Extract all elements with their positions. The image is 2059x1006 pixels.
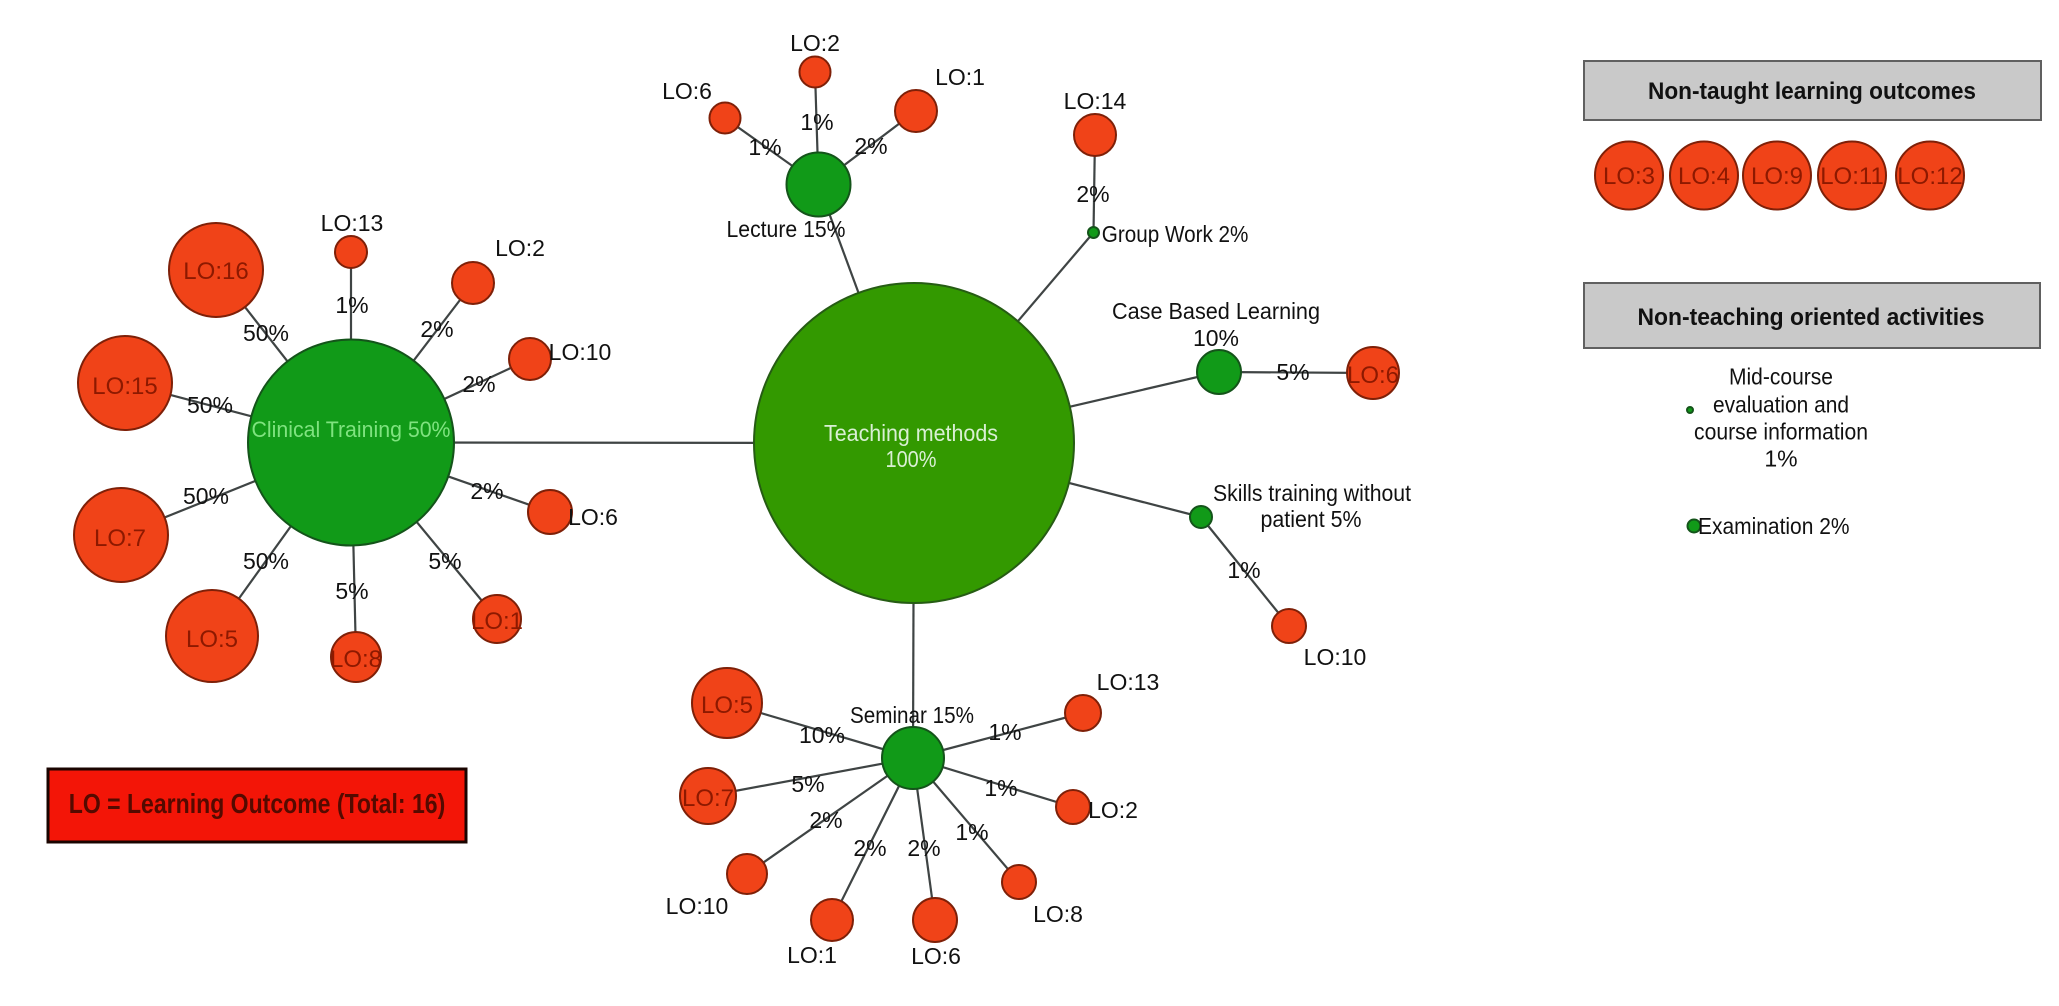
svg-text:LO:2: LO:2 [790, 30, 840, 56]
svg-text:Group Work 2%: Group Work 2% [1102, 221, 1249, 247]
svg-text:1%: 1% [335, 292, 368, 318]
svg-text:10%: 10% [1193, 325, 1239, 351]
svg-text:Clinical Training 50%: Clinical Training 50% [252, 417, 451, 442]
svg-text:LO:15: LO:15 [92, 373, 157, 400]
svg-text:LO:4: LO:4 [1678, 163, 1730, 190]
svg-text:5%: 5% [428, 548, 461, 574]
svg-text:1%: 1% [984, 775, 1017, 801]
svg-text:LO:1: LO:1 [935, 64, 985, 90]
svg-text:5%: 5% [791, 771, 824, 797]
svg-text:Mid-course: Mid-course [1729, 364, 1833, 390]
svg-text:Seminar 15%: Seminar 15% [850, 702, 974, 728]
svg-text:50%: 50% [187, 392, 233, 418]
svg-text:1%: 1% [1227, 557, 1260, 583]
svg-text:5%: 5% [1276, 359, 1309, 385]
svg-text:2%: 2% [907, 835, 940, 861]
svg-text:LO:11: LO:11 [1820, 163, 1884, 190]
svg-text:Skills training without: Skills training without [1213, 480, 1412, 506]
svg-text:LO:6: LO:6 [568, 504, 618, 530]
svg-text:Examination 2%: Examination 2% [1698, 513, 1850, 539]
svg-text:LO:1: LO:1 [787, 942, 837, 968]
svg-text:1%: 1% [748, 134, 781, 160]
svg-text:2%: 2% [1076, 181, 1109, 207]
svg-text:LO:7: LO:7 [682, 785, 734, 812]
svg-text:50%: 50% [243, 548, 289, 574]
svg-text:LO:5: LO:5 [701, 692, 753, 719]
svg-text:1%: 1% [800, 109, 833, 135]
svg-text:Lecture 15%: Lecture 15% [727, 216, 846, 242]
svg-text:LO:16: LO:16 [183, 258, 248, 285]
svg-text:LO:3: LO:3 [1603, 163, 1655, 190]
svg-text:LO:6: LO:6 [1347, 362, 1399, 389]
svg-text:patient 5%: patient 5% [1261, 506, 1362, 532]
svg-text:LO:9: LO:9 [1751, 163, 1803, 190]
svg-text:10%: 10% [799, 722, 845, 748]
svg-text:Case Based Learning: Case Based Learning [1112, 298, 1320, 324]
svg-text:LO = Learning Outcome (Total:: LO = Learning Outcome (Total: 16) [69, 788, 446, 819]
svg-text:Non-teaching oriented activiti: Non-teaching oriented activities [1638, 304, 1985, 331]
svg-text:LO:2: LO:2 [495, 235, 545, 261]
svg-text:2%: 2% [470, 478, 503, 504]
svg-text:Teaching methods: Teaching methods [824, 420, 998, 446]
svg-text:Non-taught learning outcomes: Non-taught learning outcomes [1648, 78, 1976, 105]
svg-text:LO:8: LO:8 [330, 646, 382, 673]
svg-text:1%: 1% [988, 719, 1021, 745]
svg-text:LO:12: LO:12 [1897, 163, 1962, 190]
svg-text:LO:8: LO:8 [1033, 901, 1083, 927]
svg-text:2%: 2% [809, 807, 842, 833]
svg-text:1%: 1% [1764, 446, 1797, 472]
svg-text:evaluation and: evaluation and [1713, 392, 1849, 418]
svg-text:2%: 2% [854, 133, 887, 159]
svg-text:LO:2: LO:2 [1088, 797, 1138, 823]
svg-text:2%: 2% [420, 316, 453, 342]
svg-text:2%: 2% [853, 835, 886, 861]
svg-text:LO:14: LO:14 [1064, 88, 1127, 114]
svg-text:LO:10: LO:10 [666, 893, 729, 919]
svg-text:LO:13: LO:13 [321, 210, 384, 236]
svg-text:LO:5: LO:5 [186, 626, 238, 653]
svg-text:LO:10: LO:10 [1304, 644, 1367, 670]
svg-text:course information: course information [1694, 419, 1868, 445]
svg-text:LO:6: LO:6 [662, 78, 712, 104]
svg-text:LO:7: LO:7 [94, 525, 146, 552]
svg-text:50%: 50% [183, 483, 229, 509]
svg-text:2%: 2% [462, 371, 495, 397]
svg-text:LO:6: LO:6 [911, 943, 961, 969]
svg-text:1%: 1% [955, 819, 988, 845]
svg-text:LO:10: LO:10 [549, 339, 612, 365]
svg-text:LO:13: LO:13 [1097, 669, 1160, 695]
svg-text:50%: 50% [243, 320, 289, 346]
svg-text:LO:1: LO:1 [471, 608, 523, 635]
svg-text:5%: 5% [335, 578, 368, 604]
svg-text:100%: 100% [886, 446, 937, 472]
